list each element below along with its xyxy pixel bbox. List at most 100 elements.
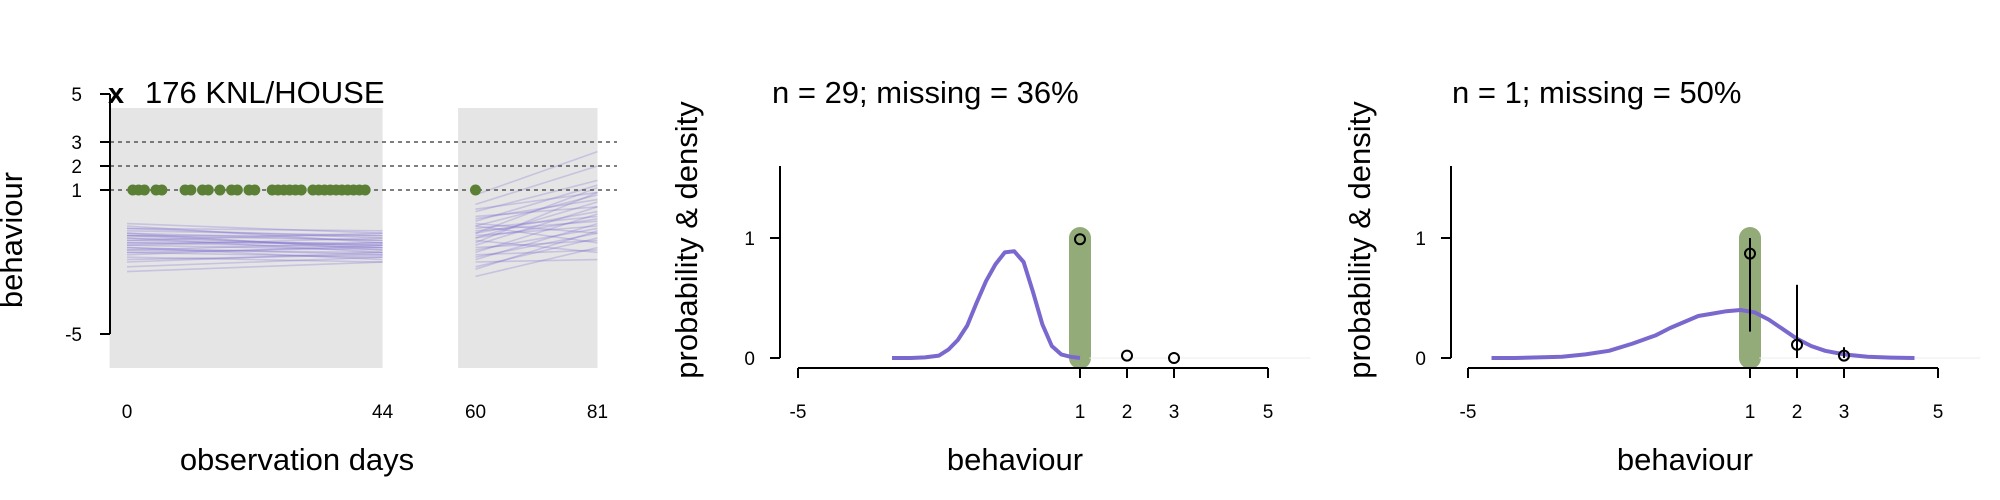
observed-point xyxy=(156,184,168,196)
posterior-line xyxy=(475,165,598,206)
posterior-line xyxy=(475,179,598,213)
posterior-line xyxy=(475,191,598,210)
posterior-line xyxy=(475,194,598,227)
distribution-panel-2: 01-5 1 2 3 5 n = 1; missing = 50% behaviour … xyxy=(1342,75,1981,477)
x-tick-label: 5 xyxy=(1933,402,1944,423)
title-prefix: x xyxy=(108,78,124,110)
posterior-line xyxy=(475,215,598,230)
posterior-line xyxy=(126,232,383,242)
posterior-line xyxy=(475,225,598,237)
posterior-line xyxy=(126,261,383,273)
x-tick-label: 1 xyxy=(1075,402,1086,423)
posterior-line xyxy=(126,237,383,246)
x-tick-label: 60 xyxy=(465,402,486,423)
posterior-line xyxy=(126,225,383,244)
y-axis-title: behaviour xyxy=(0,172,29,308)
y-tick-label: 2 xyxy=(71,157,82,178)
observed-point xyxy=(138,184,150,196)
density-curve xyxy=(1491,308,1981,360)
timeseries-panel: -5 1 2 3 5 0 44 60 81 x 176 KNL/HOUSE observatio… xyxy=(0,75,617,477)
panel-title: n = 29; missing = 36% xyxy=(772,75,1079,110)
observed-point xyxy=(214,184,226,196)
y-axis-title: probability & density xyxy=(1342,101,1377,379)
shaded-periods xyxy=(109,108,598,368)
posterior-line xyxy=(126,246,383,256)
x-axis-title: observation days xyxy=(180,442,414,477)
observed-point xyxy=(295,184,307,196)
posterior-line xyxy=(475,191,598,244)
x-tick-label: -5 xyxy=(1460,402,1477,423)
posterior-line xyxy=(126,234,383,249)
category-probabilities xyxy=(1074,233,1180,364)
x-tick-label: 2 xyxy=(1122,402,1133,423)
y-tick-label: 1 xyxy=(744,229,755,250)
x-tick-label: 44 xyxy=(372,402,394,423)
probability-point xyxy=(1168,352,1180,364)
x-tick-label: 5 xyxy=(1263,402,1274,423)
probability-point xyxy=(1074,233,1086,246)
probability-point xyxy=(1744,247,1756,260)
posterior-line xyxy=(475,198,598,220)
posterior-line xyxy=(475,213,598,254)
panel-title: 176 KNL/HOUSE xyxy=(145,75,385,110)
posterior-line xyxy=(475,222,598,261)
posterior-line xyxy=(475,249,598,256)
posterior-line xyxy=(475,230,598,270)
y-tick-label: 1 xyxy=(1415,229,1426,250)
posterior-line xyxy=(126,237,383,246)
observed-point xyxy=(202,184,214,196)
posterior-line xyxy=(475,222,598,234)
posterior-line xyxy=(126,244,383,251)
x-tick-label: 81 xyxy=(587,402,608,423)
posterior-line xyxy=(126,232,383,251)
posterior-line xyxy=(126,249,383,254)
density-curve xyxy=(892,249,1311,360)
x-tick-label: 3 xyxy=(1839,402,1850,423)
y-tick-label: 0 xyxy=(1415,349,1426,370)
posterior-line xyxy=(126,242,383,249)
posterior-line xyxy=(126,251,383,263)
density-line xyxy=(892,249,1081,360)
x-axis-title: behaviour xyxy=(1617,442,1753,477)
density-line xyxy=(1491,308,1915,360)
posterior-line xyxy=(475,218,598,239)
posterior-line xyxy=(126,234,383,242)
posterior-line xyxy=(126,237,383,254)
posterior-line xyxy=(475,232,598,258)
posterior-line xyxy=(126,256,383,268)
axes: 0 1 -5 1 2 3 5 xyxy=(744,166,1273,423)
y-tick-label: -5 xyxy=(65,325,82,346)
posterior-line xyxy=(475,184,598,222)
x-tick-label: 3 xyxy=(1169,402,1180,423)
y-tick-label: 5 xyxy=(71,85,82,106)
posterior-line xyxy=(475,258,598,263)
posterior-line xyxy=(126,256,383,263)
posterior-line xyxy=(475,225,598,244)
observed-point xyxy=(185,184,197,196)
posterior-line xyxy=(475,201,598,239)
posterior-line xyxy=(126,251,383,258)
x-axis-title: behaviour xyxy=(947,442,1083,477)
x-tick-label: 2 xyxy=(1792,402,1803,423)
posterior-line xyxy=(475,210,598,234)
posterior-line xyxy=(475,206,598,218)
y-tick-label: 3 xyxy=(71,133,82,154)
category-probabilities xyxy=(1744,238,1850,362)
observed-point xyxy=(470,184,482,196)
posterior-line xyxy=(475,239,598,249)
observed-point xyxy=(359,184,371,196)
y-tick-label: 0 xyxy=(744,349,755,370)
posterior-line xyxy=(126,227,383,232)
posterior-line xyxy=(126,222,383,234)
posterior-line xyxy=(126,230,383,237)
y-axis-title: probability & density xyxy=(669,101,704,379)
distribution-panel-1: 0 1 -5 1 2 3 5 n = 29; missing = 36% behaviour… xyxy=(669,75,1311,477)
observed-point xyxy=(249,184,261,196)
posterior-line xyxy=(475,239,598,254)
axes: 0 1 -5 1 2 3 5 xyxy=(1415,166,1943,423)
observed-points xyxy=(127,184,482,196)
posterior-line xyxy=(475,237,598,268)
posterior-line xyxy=(126,242,383,251)
probability-point xyxy=(1791,338,1803,351)
